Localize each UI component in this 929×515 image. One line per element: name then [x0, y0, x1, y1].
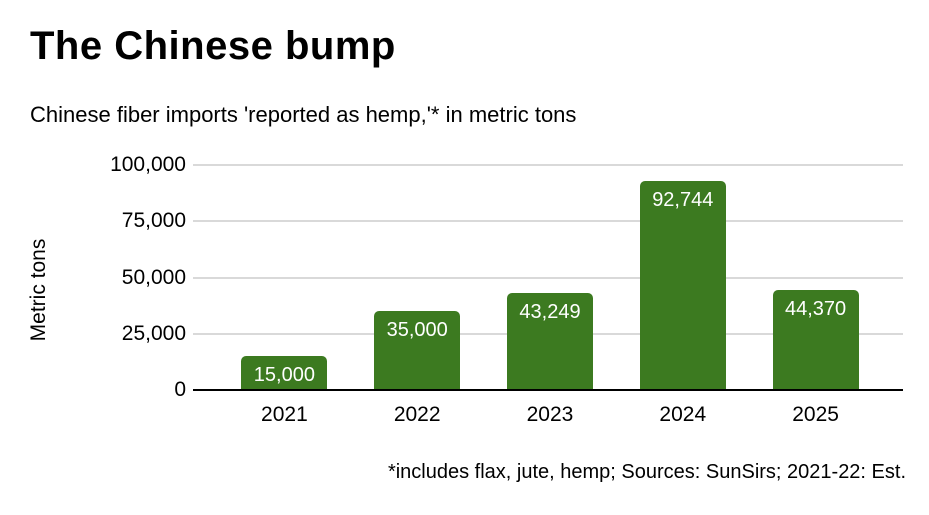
bar-slot: 15,000	[218, 165, 351, 390]
y-tick-label: 0	[174, 378, 186, 401]
x-tick-label: 2023	[526, 403, 574, 426]
chart-subtitle: Chinese fiber imports 'reported as hemp,…	[30, 102, 577, 127]
gridline	[193, 220, 903, 223]
bar-2021: 15,000	[241, 356, 328, 390]
y-tick-label: 100,000	[110, 153, 186, 176]
y-axis-ticks: 0 25,000 50,000 75,000 100,000	[0, 153, 186, 401]
bar-slot: 35,000	[351, 165, 484, 390]
y-tick-label: 50,000	[121, 265, 186, 289]
source-note: *includes flax, jute, hemp; Sources: Sun…	[387, 461, 906, 483]
bar-slot: 44,370	[749, 165, 882, 390]
x-axis-labels: 2021 2022 2023 2024 2025	[218, 403, 882, 427]
x-tick-label: 2024	[659, 403, 707, 426]
x-tick-label: 2022	[393, 403, 441, 426]
bar-slot: 43,249	[484, 165, 617, 390]
bar-value-label: 35,000	[386, 319, 448, 342]
bar-slot: 92,744	[616, 165, 749, 390]
bar-2023: 43,249	[506, 292, 593, 390]
plot-area: 15,000 35,000 43,249 92,744 44,370	[193, 164, 903, 391]
bar-2022: 35,000	[374, 311, 461, 390]
bar-2025: 44,370	[772, 290, 859, 390]
y-tick-label: 25,000	[121, 321, 186, 345]
chart-title: The Chinese bump	[30, 24, 396, 68]
x-tick-label: 2025	[792, 403, 839, 426]
bar-value-label: 43,249	[519, 300, 581, 323]
x-tick-label: 2021	[261, 403, 308, 426]
bar-value-label: 92,744	[652, 189, 714, 212]
y-tick-label: 75,000	[121, 209, 186, 233]
bar-2024: 92,744	[639, 181, 726, 390]
x-axis-baseline	[193, 389, 903, 391]
gridline	[193, 164, 903, 166]
gridline	[193, 276, 903, 279]
bar-series: 15,000 35,000 43,249 92,744 44,370	[218, 165, 882, 390]
bar-value-label: 15,000	[253, 364, 315, 387]
bar-value-label: 44,370	[784, 298, 847, 321]
